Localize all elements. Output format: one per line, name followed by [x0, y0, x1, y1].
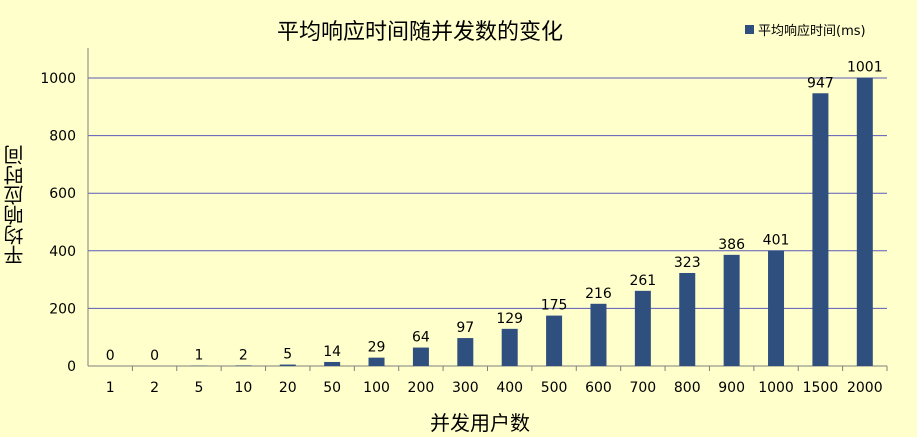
x-tick-label: 200 [408, 380, 435, 396]
x-axis-label: 并发用户数 [430, 411, 530, 435]
x-tick-label: 300 [452, 380, 479, 396]
y-tick-label: 600 [49, 186, 76, 202]
x-tick-label: 1500 [803, 380, 839, 396]
x-tick-label: 700 [629, 380, 656, 396]
y-tick-label: 0 [67, 359, 76, 375]
bar [679, 272, 696, 366]
data-label: 2 [239, 347, 248, 363]
y-tick-label: 1000 [40, 71, 76, 87]
x-tick-label: 100 [363, 380, 390, 396]
data-label: 5 [283, 347, 292, 363]
bar [723, 254, 740, 366]
bar [856, 77, 873, 366]
data-label: 0 [106, 348, 115, 364]
y-tick-label: 200 [49, 301, 76, 317]
data-label: 64 [412, 330, 430, 346]
x-tick-label: 5 [195, 380, 204, 396]
x-tick-label: 400 [496, 380, 523, 396]
data-label: 1001 [847, 60, 883, 76]
data-label: 401 [763, 233, 790, 249]
data-label: 97 [456, 320, 474, 336]
bar [634, 290, 651, 366]
data-label: 14 [323, 344, 341, 360]
bar [546, 315, 563, 366]
bar [235, 365, 252, 366]
x-tick-label: 1000 [758, 380, 794, 396]
data-label: 129 [496, 311, 523, 327]
chart-title: 平均响应时间随并发数的变化 [276, 20, 563, 45]
bar [812, 93, 829, 366]
bar [590, 303, 607, 366]
legend-label: 平均响应时间(ms) [758, 24, 866, 39]
data-label: 947 [807, 75, 834, 91]
x-tick-label: 900 [718, 380, 745, 396]
bar [768, 250, 785, 366]
legend: 平均响应时间(ms) [745, 20, 866, 39]
x-tick-label: 50 [323, 380, 341, 396]
x-tick-label: 10 [234, 380, 252, 396]
data-label: 29 [368, 340, 386, 356]
bar [412, 347, 429, 366]
data-label: 386 [718, 237, 745, 253]
y-tick-label: 400 [49, 244, 76, 260]
bar [457, 338, 474, 366]
data-label: 261 [629, 273, 656, 289]
bar [501, 328, 518, 366]
bar [368, 357, 385, 366]
bar [324, 361, 341, 366]
bar [279, 364, 296, 366]
data-label: 323 [674, 255, 701, 271]
data-label: 175 [541, 298, 568, 314]
legend-swatch [745, 25, 754, 34]
data-label: 1 [195, 348, 204, 364]
x-tick-label: 2000 [847, 380, 883, 396]
x-tick-label: 2 [150, 380, 159, 396]
y-tick-label: 800 [49, 129, 76, 145]
x-tick-label: 600 [585, 380, 612, 396]
x-tick-label: 500 [541, 380, 568, 396]
data-label: 0 [150, 348, 159, 364]
x-tick-label: 800 [674, 380, 701, 396]
x-tick-label: 20 [279, 380, 297, 396]
data-label: 216 [585, 286, 612, 302]
x-tick-label: 1 [106, 380, 115, 396]
